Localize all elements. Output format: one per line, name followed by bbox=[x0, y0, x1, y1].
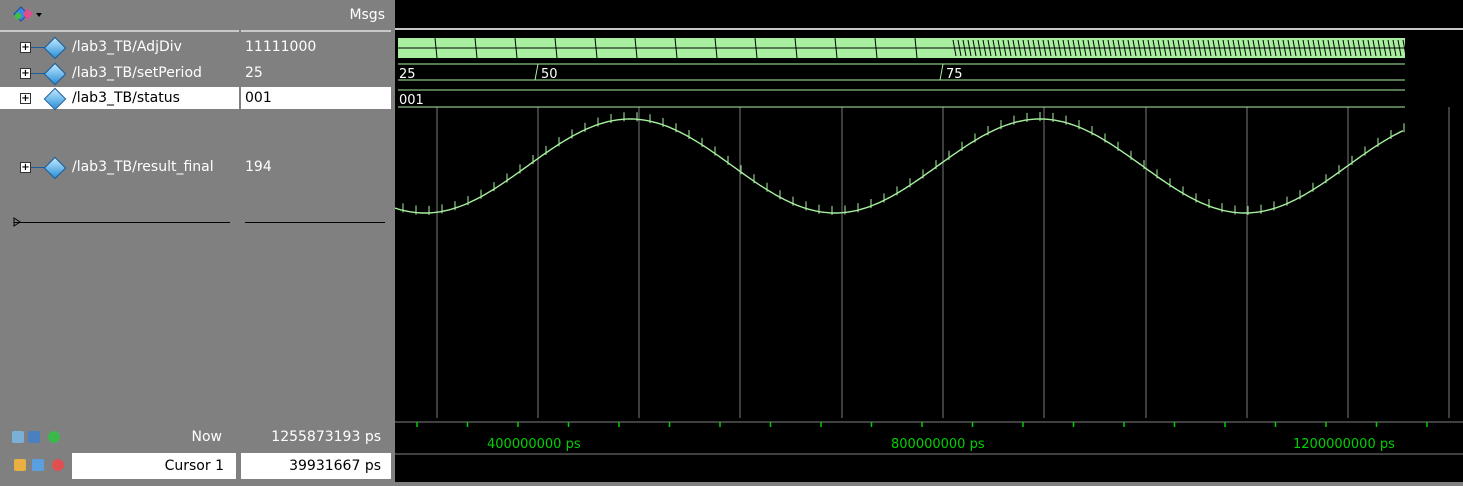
status-waveform[interactable]: 001 bbox=[398, 89, 1405, 108]
msgs-header: Msgs bbox=[241, 0, 391, 32]
signal-name: /lab3_TB/setPeriod bbox=[72, 65, 202, 81]
add-wave-icon[interactable] bbox=[12, 431, 24, 443]
signal-value-adjdiv: 11111000 bbox=[245, 39, 317, 55]
signal-diamond-icon bbox=[43, 62, 67, 86]
signal-name: /lab3_TB/AdjDiv bbox=[72, 39, 182, 55]
wave-layout-icon[interactable] bbox=[12, 5, 42, 25]
expand-icon[interactable]: + bbox=[20, 42, 31, 53]
lock-icon[interactable] bbox=[14, 459, 26, 471]
setperiod-label: 50 bbox=[541, 67, 558, 82]
signal-diamond-icon bbox=[43, 87, 67, 111]
expand-icon[interactable]: + bbox=[20, 162, 31, 173]
insert-cursor-icon[interactable] bbox=[28, 431, 40, 443]
now-row: Now 1255873193 ps bbox=[0, 422, 1463, 452]
timeline-tick-label: 400000000 ps bbox=[487, 437, 581, 452]
cursor-value[interactable]: 39931667 ps bbox=[241, 453, 391, 479]
now-value: 1255873193 ps bbox=[271, 429, 381, 445]
cursor-row[interactable]: Cursor 1 39931667 ps bbox=[0, 450, 1463, 480]
names-header bbox=[0, 0, 239, 32]
result-final-glitches bbox=[402, 112, 1405, 216]
signal-value-status: 001 bbox=[241, 87, 391, 109]
insertion-marker bbox=[14, 222, 230, 223]
now-label: Now bbox=[191, 429, 223, 445]
add-cursor-icon[interactable] bbox=[48, 431, 60, 443]
result-final-waveform[interactable] bbox=[394, 118, 1404, 214]
expand-icon[interactable]: + bbox=[20, 93, 31, 104]
signal-row-setperiod[interactable]: + /lab3_TB/setPeriod bbox=[0, 62, 239, 86]
signal-row-adjdiv[interactable]: + /lab3_TB/AdjDiv bbox=[0, 36, 239, 60]
signal-value-setperiod: 25 bbox=[245, 65, 263, 81]
adjdiv-waveform[interactable] bbox=[398, 38, 1405, 58]
signal-name: /lab3_TB/result_final bbox=[72, 159, 214, 175]
setperiod-label: 25 bbox=[399, 67, 416, 82]
signal-diamond-icon bbox=[43, 156, 67, 180]
signal-diamond-icon bbox=[43, 36, 67, 60]
timeline-pane[interactable]: 400000000 ps 800000000 ps 1200000000 ps bbox=[395, 418, 1463, 482]
timeline-tick-label: 1200000000 ps bbox=[1293, 437, 1395, 452]
insertion-arrow-icon bbox=[13, 217, 21, 227]
waveform-canvas[interactable]: 25 50 75 001 bbox=[394, 0, 1463, 418]
setperiod-label: 75 bbox=[946, 67, 963, 82]
setperiod-waveform[interactable]: 25 50 75 bbox=[398, 63, 1405, 82]
signal-row-result-final[interactable]: + /lab3_TB/result_final bbox=[0, 156, 239, 180]
cursor-name[interactable]: Cursor 1 bbox=[72, 453, 236, 479]
timeline-ruler[interactable]: 400000000 ps 800000000 ps 1200000000 ps bbox=[395, 418, 1463, 482]
insertion-marker bbox=[245, 222, 385, 223]
edit-cursor-icon[interactable] bbox=[32, 459, 44, 471]
expand-icon[interactable]: + bbox=[20, 68, 31, 79]
signal-values-pane: Msgs 11111000 25 001 194 bbox=[241, 0, 391, 418]
signal-names-pane: + /lab3_TB/AdjDiv + /lab3_TB/setPeriod +… bbox=[0, 0, 239, 418]
signal-row-status[interactable]: + /lab3_TB/status bbox=[0, 87, 239, 111]
timeline-tick-label: 800000000 ps bbox=[891, 437, 985, 452]
delete-cursor-icon[interactable] bbox=[52, 459, 64, 471]
waveform-pane[interactable]: 25 50 75 001 bbox=[394, 0, 1463, 418]
status-label: 001 bbox=[399, 93, 424, 108]
signal-value-result-final: 194 bbox=[245, 159, 272, 175]
signal-name: /lab3_TB/status bbox=[72, 90, 180, 106]
